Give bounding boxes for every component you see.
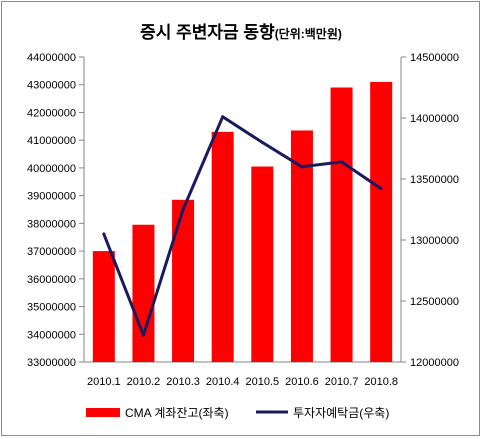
left-tick-label: 42000000 (27, 107, 76, 119)
left-tick-label: 41000000 (27, 135, 76, 147)
line-point-2010-4 (221, 115, 225, 119)
line-point-2010-8 (379, 187, 383, 191)
x-tick-label: 2010.2 (127, 376, 161, 388)
x-tick-label: 2010.6 (285, 376, 319, 388)
line-point-2010-5 (260, 140, 264, 144)
left-tick-label: 33000000 (27, 357, 76, 369)
right-tick-label: 13000000 (410, 235, 459, 247)
left-tick-label: 37000000 (27, 246, 76, 258)
line-point-2010-2 (141, 333, 145, 337)
left-tick-label: 40000000 (27, 163, 76, 175)
bar-cma-2010-6 (290, 130, 313, 362)
legend-label-deposits: 투자자예탁금(우축) (293, 406, 389, 420)
left-tick-label: 38000000 (27, 218, 76, 230)
line-point-2010-3 (181, 208, 185, 211)
bar-cma-2010-4 (211, 131, 234, 362)
legend-swatch-cma (86, 408, 120, 417)
bar-cma-2010-5 (251, 166, 274, 362)
line-point-2010-7 (340, 160, 344, 164)
plot-area: 33000000 34000000 35000000 36000000 37000000… (27, 52, 459, 388)
left-tick-label: 34000000 (27, 329, 76, 341)
x-tick-label: 2010.3 (166, 376, 200, 388)
bar-cma-2010-1 (92, 251, 115, 362)
line-point-2010-1 (102, 232, 106, 236)
line-point-2010-6 (300, 165, 304, 169)
right-tick-label: 12000000 (410, 357, 459, 369)
right-tick-label: 13500000 (410, 174, 459, 186)
left-tick-label: 36000000 (27, 274, 76, 286)
x-tick-label: 2010.4 (206, 376, 240, 388)
bar-cma-2010-3 (172, 199, 195, 362)
bar-cma-2010-8 (370, 81, 393, 363)
x-tick-label: 2010.7 (325, 376, 359, 388)
x-tick-label: 2010.1 (87, 376, 121, 388)
left-tick-label: 35000000 (27, 302, 76, 314)
right-tick-label: 14000000 (410, 113, 459, 125)
legend: CMA 계좌잔고(좌축) 투자자예탁금(우축) (86, 406, 389, 420)
left-tick-label: 43000000 (27, 80, 76, 92)
x-tick-label: 2010.5 (245, 376, 279, 388)
line-investor-deposits (102, 115, 383, 337)
bar-cma-2010-7 (330, 87, 353, 362)
chart-title: 증시 주변자금 동향(단위:백만원) (140, 22, 342, 42)
right-tick-label: 12500000 (410, 296, 459, 308)
left-tick-label: 44000000 (27, 52, 76, 64)
right-tick-label: 14500000 (410, 52, 459, 64)
legend-label-cma: CMA 계좌잔고(좌축) (125, 406, 229, 420)
chart-title-main: 증시 주변자금 동향 (140, 22, 275, 42)
chart-title-unit: (단위:백만원) (275, 26, 342, 41)
left-tick-label: 39000000 (27, 191, 76, 203)
bar-cma-2010-2 (132, 224, 155, 362)
x-tick-label: 2010.8 (364, 376, 398, 388)
